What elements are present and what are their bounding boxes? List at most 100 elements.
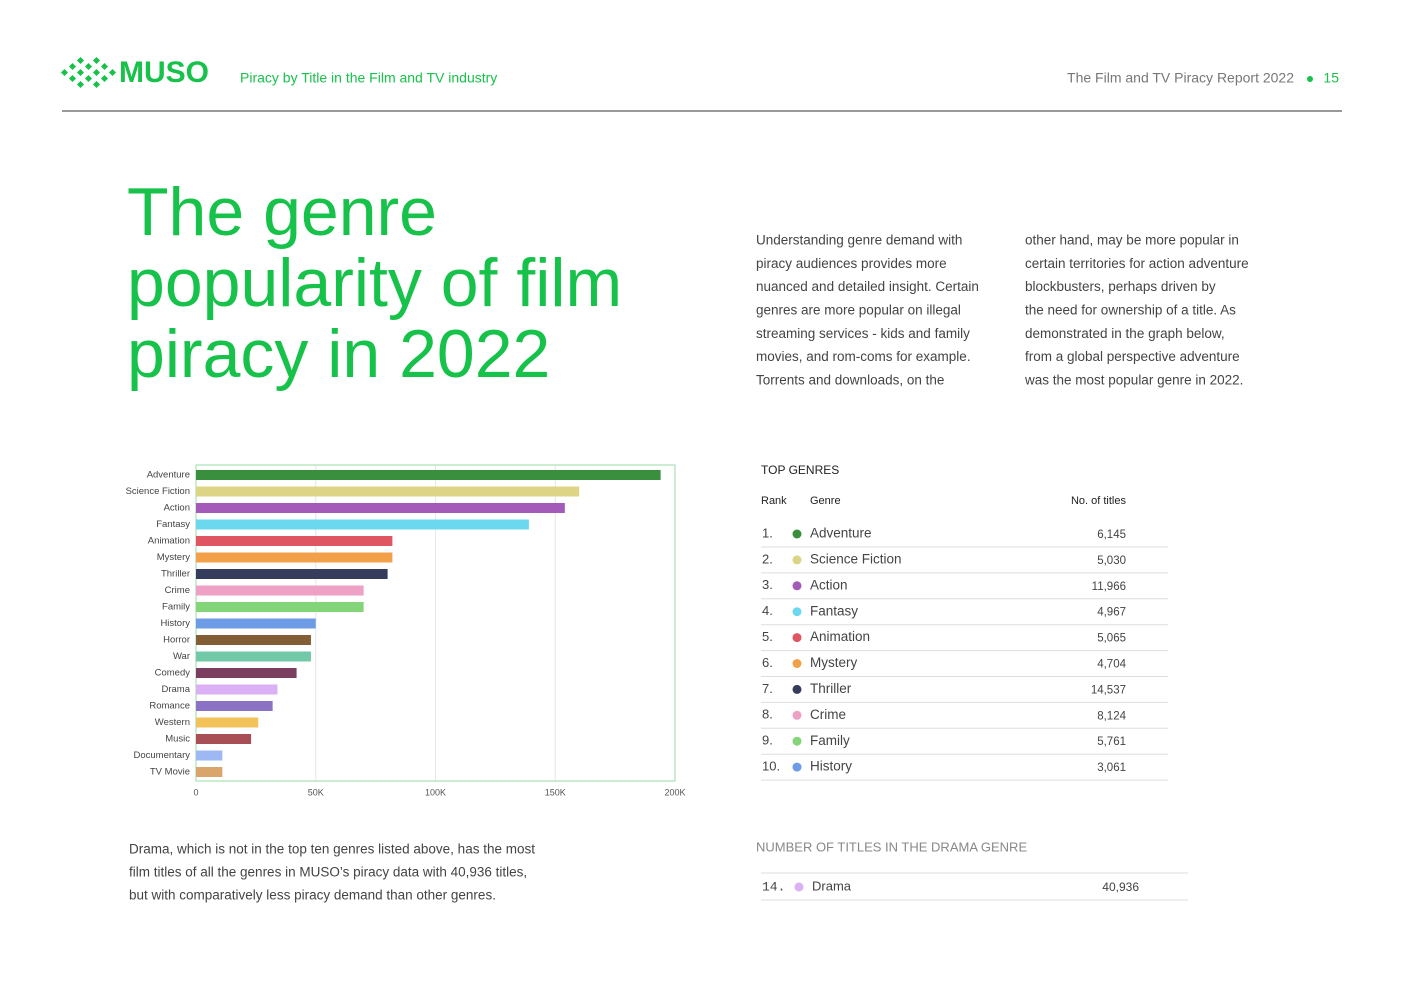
y-tick-label: Mystery <box>157 552 191 563</box>
x-tick-label: 0 <box>193 787 198 797</box>
bar <box>196 717 259 728</box>
genre: Crime <box>810 707 846 722</box>
genre-dot <box>792 581 802 591</box>
count: 11,966 <box>1092 581 1126 593</box>
table-title: TOP GENRES <box>761 463 839 477</box>
drama-note: film titles of all the genres in MUSO’s … <box>129 865 527 880</box>
intro-text: blockbusters, perhaps driven by <box>1025 279 1216 294</box>
bar <box>196 767 223 777</box>
bar <box>196 503 565 513</box>
y-tick-label: Family <box>162 602 190 613</box>
bar <box>196 536 393 546</box>
page-number: 15 <box>1323 70 1339 86</box>
column-header: No. of titles <box>1071 495 1127 507</box>
genre-dot <box>792 555 802 565</box>
intro-text: from a global perspective adventure <box>1025 349 1240 364</box>
x-tick-label: 100K <box>425 787 446 797</box>
rank: 9. <box>762 733 773 748</box>
rank: 6. <box>762 655 773 670</box>
intro-text: was the most popular genre in 2022. <box>1024 372 1243 387</box>
intro-text: other hand, may be more popular in <box>1025 233 1239 248</box>
rank: 8. <box>762 707 773 722</box>
genre-dot <box>792 659 802 668</box>
intro-text: Understanding genre demand with <box>756 233 962 248</box>
y-tick-label: Romance <box>149 701 190 712</box>
drama-note: Drama, which is not in the top ten genre… <box>129 842 535 857</box>
count: 6,145 <box>1097 529 1126 541</box>
count: 40,936 <box>1102 880 1139 894</box>
count: 4,704 <box>1097 659 1126 671</box>
intro-text: certain territories for action adventure <box>1025 256 1249 271</box>
rank: 2. <box>762 551 773 566</box>
count: 14,537 <box>1091 684 1126 696</box>
count: 4,967 <box>1097 607 1126 619</box>
intro-text: streaming services - kids and family <box>756 326 970 341</box>
page-title: popularity of film <box>127 245 622 321</box>
x-tick-label: 150K <box>545 787 566 797</box>
genre-dot <box>792 736 802 746</box>
bar <box>196 668 297 678</box>
rank: 14. <box>762 879 785 894</box>
genre-dot <box>792 684 802 694</box>
genre-dot <box>792 607 802 617</box>
intro-text: the need for ownership of a title. As <box>1025 302 1236 317</box>
bar <box>196 585 364 596</box>
count: 8,124 <box>1097 710 1126 722</box>
y-tick-label: Science Fiction <box>126 486 190 497</box>
bar <box>196 651 311 662</box>
genre-dot <box>792 529 802 539</box>
genre-dot <box>792 633 802 643</box>
bar <box>196 635 311 645</box>
bar <box>196 701 273 711</box>
y-tick-label: Adventure <box>147 470 190 481</box>
page-title: piracy in 2022 <box>127 316 550 392</box>
drama-title: NUMBER OF TITLES IN THE DRAMA GENRE <box>756 839 1027 854</box>
column-header: Rank <box>761 495 787 507</box>
rank: 10. <box>762 759 780 774</box>
rank: 1. <box>762 525 773 540</box>
y-tick-label: Music <box>165 734 190 745</box>
y-tick-label: Thriller <box>161 569 190 580</box>
count: 5,065 <box>1097 633 1126 645</box>
bar <box>196 519 529 530</box>
genre: Drama <box>812 878 852 893</box>
bar <box>196 734 252 744</box>
genre: Fantasy <box>810 603 858 618</box>
intro-text: genres are more popular on illegal <box>756 302 961 317</box>
genre-dot <box>794 882 804 892</box>
count: 5,761 <box>1097 736 1126 748</box>
y-tick-label: War <box>173 651 190 662</box>
bar <box>196 684 278 695</box>
intro-text: movies, and rom-coms for example. <box>756 349 971 364</box>
bar <box>196 470 661 480</box>
x-tick-label: 50K <box>308 787 324 797</box>
rank: 5. <box>762 629 773 644</box>
logo-icon <box>60 56 117 89</box>
genre: History <box>810 759 852 774</box>
intro-text: nuanced and detailed insight. Certain <box>756 279 979 294</box>
rank: 4. <box>762 603 773 618</box>
y-tick-label: TV Movie <box>150 767 190 778</box>
bar <box>196 618 316 629</box>
y-tick-label: Fantasy <box>156 519 190 530</box>
count: 3,061 <box>1097 762 1126 774</box>
genre: Mystery <box>810 655 858 670</box>
genre: Action <box>810 577 848 592</box>
bar <box>196 569 388 579</box>
x-tick-label: 200K <box>664 787 685 797</box>
report-title: The Film and TV Piracy Report 2022 <box>1067 70 1294 86</box>
genre: Thriller <box>810 681 852 696</box>
count: 5,030 <box>1097 555 1126 567</box>
column-header: Genre <box>810 495 841 507</box>
intro-text: demonstrated in the graph below, <box>1025 326 1225 341</box>
genre: Animation <box>810 629 870 644</box>
bar <box>196 602 364 612</box>
genre: Family <box>810 733 850 748</box>
y-tick-label: Documentary <box>134 750 191 761</box>
bar <box>196 486 580 497</box>
y-tick-label: Horror <box>163 635 190 646</box>
genre-dot <box>792 710 802 720</box>
rank: 3. <box>762 577 773 592</box>
bar <box>196 750 223 761</box>
